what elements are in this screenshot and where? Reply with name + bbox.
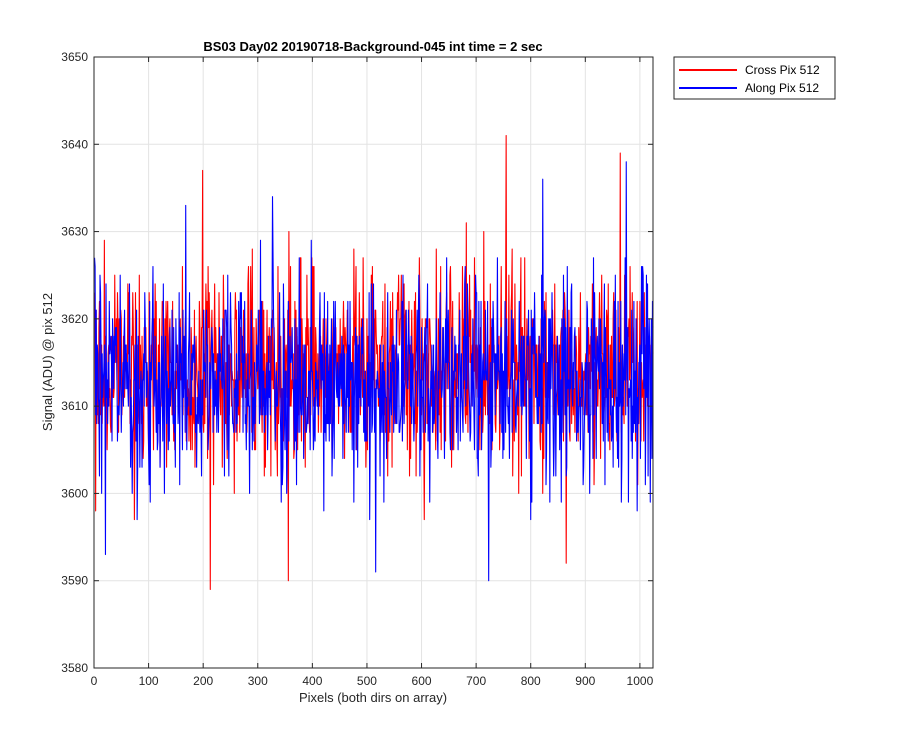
legend[interactable]: Cross Pix 512 Along Pix 512 xyxy=(673,56,836,100)
y-axis-label: Signal (ADU) @ pix 512 xyxy=(40,293,55,431)
x-tick-label: 300 xyxy=(248,674,268,688)
y-tick-label: 3630 xyxy=(61,225,88,239)
y-tick-label: 3640 xyxy=(61,137,88,151)
legend-label-cross: Cross Pix 512 xyxy=(745,63,820,77)
x-tick-label: 900 xyxy=(575,674,595,688)
series-layer xyxy=(94,135,654,590)
x-tick-label: 100 xyxy=(139,674,159,688)
x-tick-label: 1000 xyxy=(627,674,654,688)
y-tick-label: 3590 xyxy=(61,574,88,588)
x-tick-label: 700 xyxy=(466,674,486,688)
y-tick-label: 3580 xyxy=(61,661,88,675)
x-tick-label: 600 xyxy=(412,674,432,688)
x-tick-label: 800 xyxy=(521,674,541,688)
axis-ticks: 0 100 200 300 400 500 600 700 800 900 1000 3580 3590… xyxy=(61,50,653,688)
y-tick-label: 3610 xyxy=(61,399,88,413)
x-tick-label: 400 xyxy=(302,674,322,688)
plot-frame xyxy=(93,56,654,669)
legend-box xyxy=(673,56,836,100)
chart-title: BS03 Day02 20190718-Background-045 int t… xyxy=(203,39,542,54)
x-tick-label: 500 xyxy=(357,674,377,688)
y-tick-label: 3620 xyxy=(61,312,88,326)
y-tick-label: 3650 xyxy=(61,50,88,64)
x-tick-label: 200 xyxy=(193,674,213,688)
y-tick-label: 3600 xyxy=(61,486,88,500)
series-line-along-pix-512 xyxy=(94,161,654,582)
x-tick-label: 0 xyxy=(91,674,98,688)
x-axis-label: Pixels (both dirs on array) xyxy=(299,690,447,705)
legend-label-along: Along Pix 512 xyxy=(745,81,819,95)
